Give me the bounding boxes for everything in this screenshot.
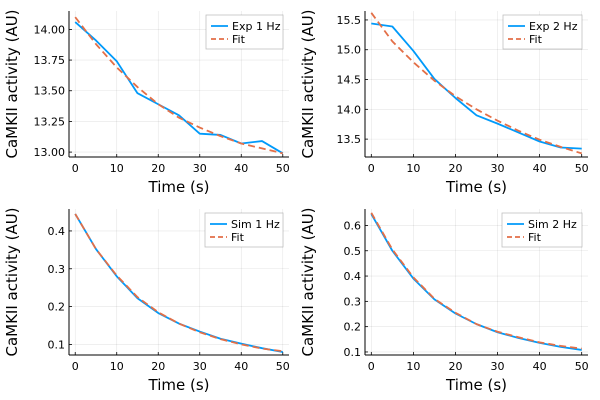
series-line-data <box>371 22 582 150</box>
y-tick-label: 14.0 <box>337 103 362 116</box>
y-tick-label: 0.1 <box>48 338 66 351</box>
x-tick-label: 10 <box>110 162 124 175</box>
legend-label: Fit <box>529 33 543 46</box>
x-tick-label: 30 <box>193 162 207 175</box>
x-tick-label: 20 <box>448 162 462 175</box>
y-tick-label: 13.50 <box>34 85 66 98</box>
legend-box <box>204 212 284 248</box>
x-tick-label: 40 <box>533 360 547 373</box>
x-axis-label: Time (s) <box>148 178 210 196</box>
x-tick-label: 0 <box>72 162 79 175</box>
y-tick-label: 13.5 <box>337 133 362 146</box>
x-tick-label: 0 <box>72 360 79 373</box>
x-tick-label: 50 <box>575 360 589 373</box>
legend-label: Fit <box>528 231 542 244</box>
legend-label: Sim 1 Hz <box>231 218 280 231</box>
series-line-fit <box>74 16 283 155</box>
legend-box <box>502 14 583 50</box>
x-tick-label: 20 <box>448 360 462 373</box>
y-tick-label: 0.2 <box>48 301 66 314</box>
x-tick-label: 10 <box>406 360 420 373</box>
y-tick-label: 15.5 <box>337 14 362 27</box>
x-tick-label: 0 <box>368 360 375 373</box>
x-tick-label: 20 <box>151 162 165 175</box>
x-axis-label: Time (s) <box>445 376 507 394</box>
x-axis-label: Time (s) <box>148 376 210 394</box>
y-tick-label: 0.1 <box>344 346 362 359</box>
chart-panel-3: 0 10 20 30 40 50 0.1 0.2 0.3 0.4 Time (s) CaMKII ac… <box>3 207 290 394</box>
x-tick-label: 10 <box>406 162 420 175</box>
y-tick-label: 14.00 <box>34 23 66 36</box>
y-tick-label: 0.2 <box>344 321 362 334</box>
y-tick-label: 14.5 <box>337 74 362 87</box>
x-tick-label: 50 <box>276 162 290 175</box>
x-tick-label: 40 <box>533 162 547 175</box>
x-axis-label: Time (s) <box>445 178 507 196</box>
y-tick-label: 13.25 <box>34 115 66 128</box>
chart-panel-1: 0 10 20 30 40 50 13.00 13.25 13.50 13.75 14.00 Time… <box>3 9 290 196</box>
y-tick-label: 13.75 <box>34 54 66 67</box>
y-tick-label: 13.00 <box>34 146 66 159</box>
legend-label: Sim 2 Hz <box>528 218 577 231</box>
x-tick-label: 50 <box>575 162 589 175</box>
x-tick-label: 30 <box>193 360 207 373</box>
y-tick-label: 0.5 <box>344 245 362 258</box>
x-tick-label: 40 <box>234 360 248 373</box>
legend-label: Exp 2 Hz <box>529 20 578 33</box>
series-line-fit <box>74 213 283 353</box>
y-axis-label: CaMKII activity (AU) <box>3 9 21 158</box>
x-tick-label: 20 <box>151 360 165 373</box>
y-tick-label: 0.3 <box>48 263 66 276</box>
y-axis-label: CaMKII activity (AU) <box>3 207 21 356</box>
chart-panel-2: 0 10 20 30 40 50 13.5 14.0 14.5 15.0 15.5 Time (s) C… <box>299 9 589 196</box>
chart-panel-4: 0 10 20 30 40 50 0.1 0.2 0.3 0.4 0.5 0.6 Time (s) CaM… <box>299 207 589 394</box>
y-tick-label: 15.0 <box>337 44 362 57</box>
series-line-fit <box>370 12 582 155</box>
series-line-fit <box>370 212 582 350</box>
x-tick-label: 40 <box>234 162 248 175</box>
y-axis-label: CaMKII activity (AU) <box>299 9 317 158</box>
y-tick-label: 0.4 <box>48 225 66 238</box>
x-tick-label: 0 <box>368 162 375 175</box>
legend-box <box>205 14 284 50</box>
y-tick-label: 0.4 <box>344 270 362 283</box>
x-tick-label: 10 <box>110 360 124 373</box>
legend-box <box>501 212 583 248</box>
x-tick-label: 30 <box>491 360 505 373</box>
legend-label: Exp 1 Hz <box>232 20 281 33</box>
y-tick-label: 0.3 <box>344 295 362 308</box>
y-axis-label: CaMKII activity (AU) <box>299 207 317 356</box>
x-tick-label: 30 <box>491 162 505 175</box>
x-tick-label: 50 <box>276 360 290 373</box>
series-line-data <box>74 21 284 155</box>
y-tick-label: 0.6 <box>344 219 362 232</box>
legend-label: Fit <box>232 33 246 46</box>
legend-label: Fit <box>231 231 245 244</box>
